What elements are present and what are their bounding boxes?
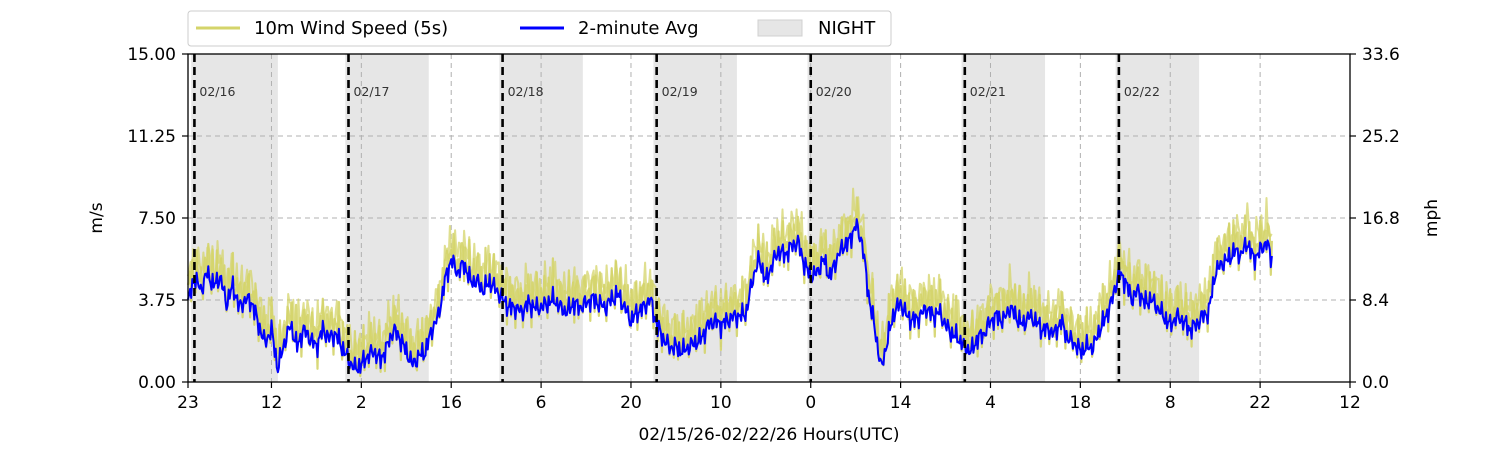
x-tick-label: 10: [710, 393, 732, 413]
day-marker-label: 02/19: [662, 84, 698, 99]
y-tick-label-left: 3.75: [138, 291, 176, 311]
x-axis-title: 02/15/26-02/22/26 Hours(UTC): [638, 425, 899, 445]
x-tick-label: 4: [985, 393, 996, 413]
y-tick-label-left: 15.00: [127, 45, 176, 65]
series-line-wind-speed-5s-peaks: [187, 187, 1273, 367]
x-tick-label: 12: [261, 393, 283, 413]
y-tick-label-right: 33.6: [1362, 45, 1400, 65]
x-tick-label: 14: [890, 393, 912, 413]
y-tick-label-left: 0.00: [138, 373, 176, 393]
x-tick-label: 23: [177, 393, 199, 413]
day-marker-label: 02/20: [816, 84, 852, 99]
x-tick-label: 2: [356, 393, 367, 413]
night-band: [1115, 54, 1200, 382]
day-marker-label: 02/17: [353, 84, 389, 99]
x-tick-label: 22: [1249, 393, 1271, 413]
y-axis-title-right: mph: [1422, 199, 1442, 237]
legend-label-2min-avg: 2-minute Avg: [578, 18, 699, 39]
y-tick-label-left: 11.25: [127, 127, 176, 147]
y-tick-label-right: 16.8: [1362, 209, 1400, 229]
x-tick-label: 0: [805, 393, 816, 413]
x-tick-label: 20: [620, 393, 642, 413]
y-tick-label-right: 0.0: [1362, 373, 1389, 393]
day-marker-label: 02/18: [508, 84, 544, 99]
series-line-2min-avg: [187, 218, 1273, 374]
legend-label-wind-speed: 10m Wind Speed (5s): [254, 18, 448, 39]
day-markers: 02/16 02/17 02/18 02/19 02/20 02/21 02/22: [193, 54, 1160, 382]
y-tick-label-left: 7.50: [138, 209, 176, 229]
legend: 10m Wind Speed (5s) 2-minute Avg NIGHT: [187, 10, 892, 47]
y-tick-label-right: 25.2: [1362, 127, 1400, 147]
legend-swatch-night: [757, 19, 803, 37]
day-marker-label: 02/16: [199, 84, 235, 99]
x-tick-label: 8: [1165, 393, 1176, 413]
series-lines: [186, 187, 1273, 378]
day-marker-label: 02/22: [1124, 84, 1160, 99]
x-tick-label: 16: [440, 393, 462, 413]
x-tick-label: 12: [1339, 393, 1361, 413]
x-tick-label: 6: [536, 393, 547, 413]
legend-label-night: NIGHT: [818, 18, 876, 39]
day-marker-label: 02/21: [970, 84, 1006, 99]
y-tick-label-right: 8.4: [1362, 291, 1389, 311]
x-tick-label: 18: [1070, 393, 1092, 413]
axes: 23 12 2 16 6 20 10 0 14 4 18 8 22 12 0.00 0.0 3.75 8.4 7.5…: [127, 45, 1400, 413]
y-axis-title-left: m/s: [87, 202, 107, 233]
